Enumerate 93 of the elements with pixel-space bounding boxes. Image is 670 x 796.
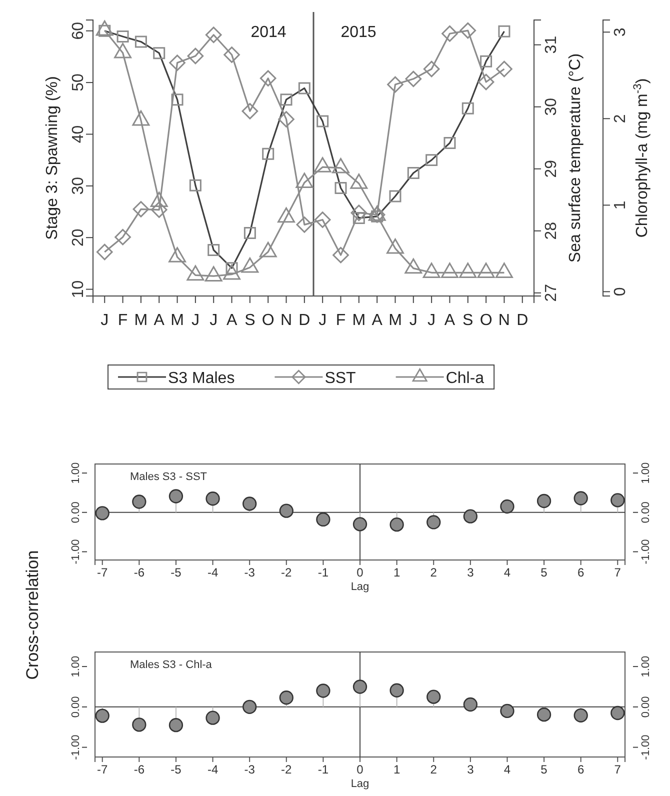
x-tick-label: 6 — [577, 762, 584, 777]
x-tick-label: 5 — [540, 762, 548, 777]
x-tick-label: A — [226, 312, 238, 330]
y-tick-label: -1.00 — [70, 734, 82, 760]
y-axis-title: Cross-correlation — [23, 550, 42, 680]
x-tick-label: 6 — [577, 566, 584, 580]
x-tick-label: F — [118, 312, 128, 330]
x-tick-label: 0 — [356, 566, 364, 580]
x-tick-label: O — [262, 312, 274, 330]
x-tick-label: 3 — [467, 566, 474, 580]
x-tick-label: 4 — [504, 566, 511, 580]
text: Males S3 - Chl-a — [130, 659, 213, 671]
x-tick-label: 0 — [356, 762, 364, 777]
y-tick-label: 0.00 — [70, 696, 82, 718]
y-tick-label: 40 — [70, 125, 87, 144]
x-tick-label: 2 — [430, 566, 438, 580]
annotation: 2015 — [340, 24, 376, 41]
x-tick-label: S — [462, 312, 474, 330]
y2-tick-label: 31 — [543, 36, 560, 54]
x-tick-label: D — [298, 312, 310, 330]
x-tick-label: M — [170, 312, 184, 330]
y2-tick-label: 0.00 — [640, 502, 652, 524]
x-tick-label: A — [154, 312, 165, 330]
y3-tick-label: 2 — [612, 114, 629, 124]
x-tick-label: -2 — [281, 762, 292, 777]
y-tick-label: -1.00 — [70, 539, 82, 564]
y2-tick-label: 28 — [543, 222, 560, 240]
y-tick-label: 1.00 — [70, 656, 82, 678]
y2-tick-label: 1.00 — [640, 656, 652, 678]
x-tick-label: 7 — [614, 566, 622, 580]
x-tick-label: -3 — [244, 762, 256, 777]
y2-tick-label: -1.00 — [640, 539, 652, 564]
x-tick-label: O — [480, 312, 492, 330]
x-tick-label: D — [516, 312, 528, 330]
annotation: 2014 — [250, 24, 286, 41]
x-tick-label: F — [336, 312, 346, 330]
x-tick-label: M — [134, 312, 148, 330]
x-tick-label: -3 — [244, 566, 256, 580]
text: Males S3 - SST — [130, 471, 208, 483]
y2-tick-label: 29 — [543, 160, 560, 178]
x-tick-label: 4 — [504, 762, 511, 777]
legend-label: SST — [324, 370, 356, 387]
y-tick-label: 50 — [70, 74, 87, 92]
x-tick-label: M — [388, 312, 402, 330]
x-axis-title: Lag — [350, 581, 370, 593]
x-tick-label: 5 — [540, 566, 548, 580]
x-tick-label: -1 — [318, 566, 329, 580]
x-tick-label: -5 — [170, 762, 182, 777]
x-tick-label: 2 — [430, 762, 438, 777]
x-tick-label: J — [318, 312, 327, 330]
x-axis-title: Lag — [350, 778, 370, 790]
x-tick-label: J — [428, 312, 436, 330]
y2-tick-label: 1.00 — [640, 462, 652, 484]
y3-tick-label: 3 — [612, 28, 629, 37]
x-tick-label: -4 — [207, 762, 218, 777]
x-tick-label: J — [191, 312, 200, 330]
x-tick-label: A — [372, 312, 383, 330]
y-tick-label: 30 — [70, 176, 87, 195]
x-tick-label: 1 — [393, 566, 400, 580]
x-tick-label: N — [498, 312, 510, 330]
x-tick-label: 3 — [467, 762, 474, 777]
x-tick-label: M — [352, 312, 366, 330]
y-tick-label: 60 — [70, 22, 87, 40]
x-tick-label: -5 — [170, 566, 182, 580]
x-tick-label: J — [100, 312, 109, 330]
legend-label: S3 Males — [168, 370, 235, 387]
x-tick-label: N — [280, 312, 292, 330]
y2-tick-label: 0.00 — [640, 696, 652, 718]
x-tick-label: S — [244, 312, 256, 330]
x-tick-label: -7 — [97, 566, 108, 580]
y-axis-title: Stage 3: Spawning (%) — [44, 76, 61, 240]
x-tick-label: -6 — [134, 566, 145, 580]
x-tick-label: -4 — [207, 566, 218, 580]
x-tick-label: J — [210, 312, 218, 330]
legend-label: Chl-a — [446, 370, 484, 387]
x-tick-label: -7 — [97, 762, 108, 777]
x-tick-label: J — [409, 312, 418, 330]
y-tick-label: 1.00 — [70, 462, 82, 484]
y-tick-label: 20 — [70, 228, 87, 246]
y-tick-label: 10 — [70, 280, 87, 298]
y2-tick-label: -1.00 — [640, 734, 652, 760]
x-tick-label: A — [444, 312, 456, 330]
y-tick-label: 0.00 — [70, 502, 82, 524]
x-tick-label: 1 — [393, 762, 400, 777]
x-tick-label: -2 — [281, 566, 292, 580]
y2-tick-label: 27 — [543, 284, 560, 302]
y3-tick-label: 1 — [612, 200, 629, 210]
y2-tick-label: 30 — [543, 98, 560, 116]
x-tick-label: -1 — [318, 762, 329, 777]
x-tick-label: 7 — [614, 762, 622, 777]
y2-axis-title: Sea surface temperature (°C) — [567, 53, 584, 263]
x-tick-label: -6 — [134, 762, 145, 777]
y3-tick-label: 0 — [612, 287, 629, 296]
